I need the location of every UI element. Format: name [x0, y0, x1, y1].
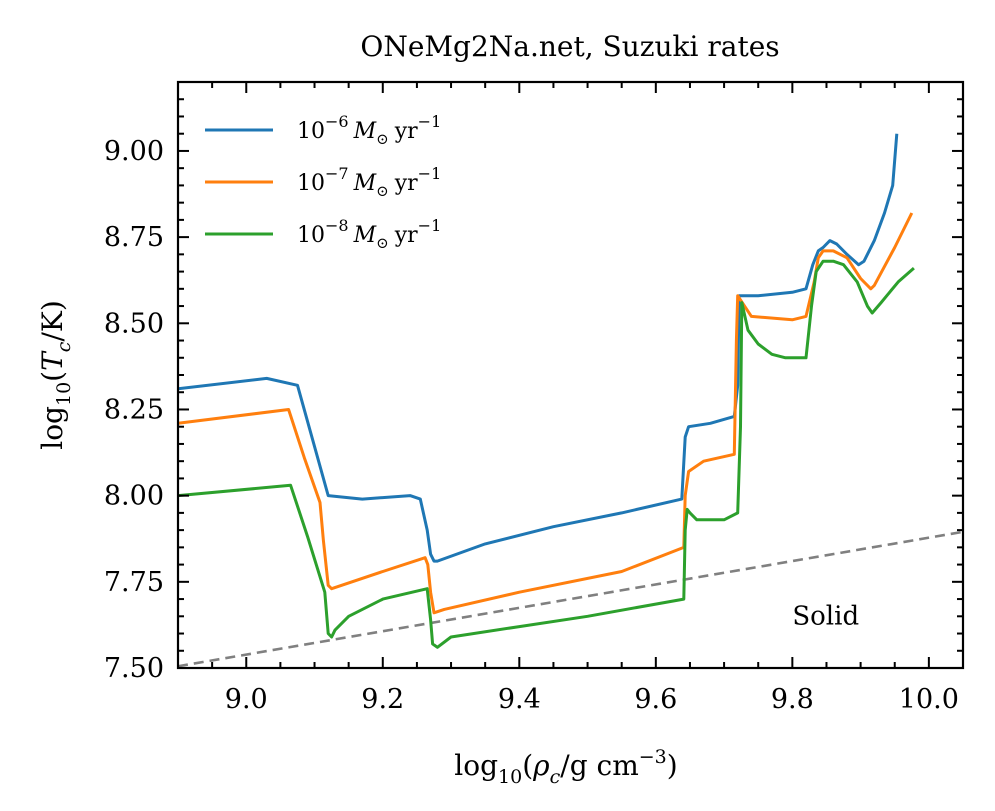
y-tick-label: 8.50 — [104, 308, 164, 339]
y-tick-label: 9.00 — [104, 136, 164, 167]
solid-annotation: Solid — [792, 602, 859, 632]
y-tick-label: 8.25 — [104, 394, 164, 425]
y-tick-label: 8.00 — [104, 481, 164, 512]
x-tick-label: 9.2 — [361, 684, 404, 715]
x-tick-label: 9.0 — [225, 684, 268, 715]
y-tick-label: 8.75 — [104, 222, 164, 253]
series-line-3 — [178, 259, 915, 649]
x-tick-label: 9.8 — [771, 684, 814, 715]
legend: 10−6 M⊙ yr−1 10−7 M⊙ yr−1 10−8 M⊙ yr−1 — [205, 112, 441, 252]
axis-ticks: 9.0 9.2 9.4 9.6 9.8 10.0 7.50 7.75 8.00 8.25 8.50 8… — [104, 81, 964, 715]
series-line-1 — [178, 133, 899, 563]
plot-lines — [178, 133, 963, 668]
x-axis-label: log10(ρc/g cm−3) — [454, 746, 677, 788]
x-tick-label: 9.4 — [498, 684, 541, 715]
solid-boundary-line — [178, 530, 963, 668]
legend-label-2: 10−7 M⊙ yr−1 — [297, 164, 441, 200]
series-line-2 — [178, 212, 914, 615]
y-tick-label: 7.75 — [104, 567, 164, 598]
plot-frame — [176, 80, 965, 670]
x-tick-label: 10.0 — [899, 684, 959, 715]
legend-label-3: 10−8 M⊙ yr−1 — [297, 216, 441, 252]
chart-title: ONeMg2Na.net, Suzuki rates — [360, 30, 779, 63]
legend-label-1: 10−6 M⊙ yr−1 — [297, 112, 441, 148]
x-tick-label: 9.6 — [634, 684, 677, 715]
y-tick-label: 7.50 — [104, 653, 164, 684]
y-axis-label: log10(Tc/K) — [36, 300, 75, 450]
